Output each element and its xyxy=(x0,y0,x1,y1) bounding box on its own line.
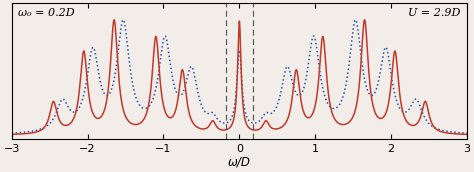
X-axis label: ω/D: ω/D xyxy=(228,155,251,169)
Text: U = 2.9D: U = 2.9D xyxy=(408,8,460,18)
Text: ω₀ = 0.2D: ω₀ = 0.2D xyxy=(18,8,75,18)
